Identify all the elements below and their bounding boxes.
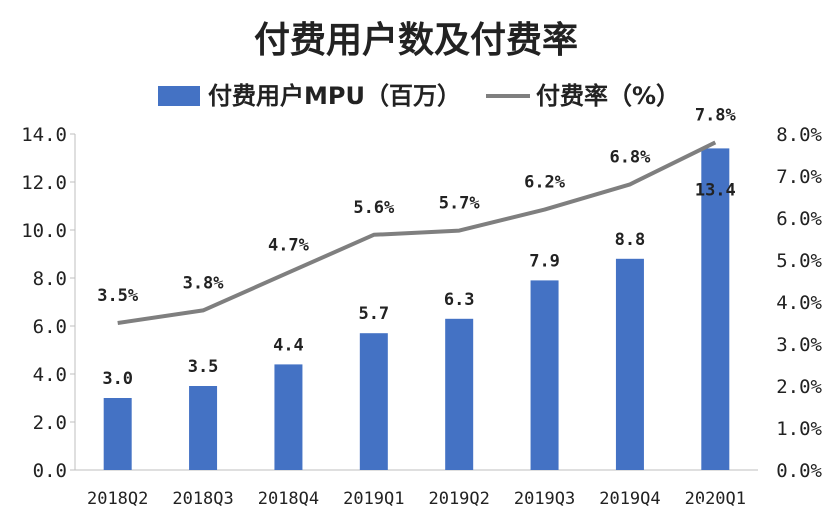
- bar-series: 3.0 3.5 4.4 5.7 6.3 7.9 8.8 13.4: [102, 148, 736, 470]
- line-data-label: 4.7%: [268, 236, 310, 256]
- x-tick-label: 2019Q1: [343, 489, 404, 509]
- watermark-text: 微博上市公司: [708, 505, 816, 526]
- line-data-label: 5.6%: [353, 198, 395, 218]
- left-tick-label: 6.0: [33, 316, 67, 338]
- right-tick-label: 3.0%: [776, 334, 822, 356]
- x-tick-label: 2019Q3: [514, 489, 575, 509]
- x-tick-label: 2020Q1: [685, 489, 746, 509]
- line-data-label: 7.8%: [695, 105, 737, 125]
- line-series: 3.5% 3.8% 4.7% 5.6% 5.7% 6.2% 6.8% 7.8%: [97, 105, 737, 325]
- watermark: 微博上市公司: [680, 501, 816, 526]
- right-tick-label: 8.0%: [776, 124, 822, 146]
- left-tick-label: 12.0: [21, 172, 67, 194]
- line-data-label: 5.7%: [439, 194, 481, 214]
- left-tick-label: 2.0: [33, 412, 67, 434]
- right-tick-label: 1.0%: [776, 418, 822, 440]
- x-tick-label: 2018Q4: [258, 489, 319, 509]
- bar-data-label: 7.9: [529, 251, 560, 271]
- bar-data-label: 6.3: [444, 290, 475, 310]
- chart-title: 付费用户数及付费率: [254, 20, 578, 61]
- left-tick-label: 8.0: [33, 268, 67, 290]
- left-tick-label: 14.0: [21, 124, 67, 146]
- bar-data-label: 4.4: [273, 335, 304, 355]
- legend-label-bar: 付费用户MPU（百万）: [208, 82, 461, 110]
- x-tick-label: 2019Q2: [428, 489, 489, 509]
- right-tick-label: 7.0%: [776, 166, 822, 188]
- x-tick-label: 2019Q4: [599, 489, 660, 509]
- right-tick-label: 0.0%: [776, 460, 822, 482]
- line-data-label: 6.2%: [524, 173, 566, 193]
- bar: [103, 398, 132, 470]
- bar-data-label: 8.8: [615, 230, 646, 250]
- left-tick-label: 0.0: [33, 460, 67, 482]
- line-data-label: 3.5%: [97, 286, 139, 306]
- right-tick-label: 6.0%: [776, 208, 822, 230]
- legend-label-line: 付费率（%）: [536, 82, 680, 110]
- weibo-icon: [680, 501, 707, 523]
- bar: [189, 386, 218, 470]
- left-tick-label: 10.0: [21, 220, 67, 242]
- bar: [701, 148, 730, 470]
- bar: [445, 318, 474, 470]
- x-tick-label: 2018Q3: [172, 489, 233, 509]
- bar: [359, 333, 388, 470]
- bar-data-label: 5.7: [358, 304, 389, 324]
- right-tick-label: 4.0%: [776, 292, 822, 314]
- right-tick-label: 2.0%: [776, 376, 822, 398]
- x-axis-ticks: 2018Q2 2018Q3 2018Q4 2019Q1 2019Q2 2019Q3 2019…: [87, 489, 746, 509]
- legend: 付费用户MPU（百万） 付费率（%）: [158, 82, 680, 110]
- bar: [530, 280, 559, 470]
- bar: [615, 258, 644, 470]
- bar-data-label: 13.4: [695, 180, 736, 200]
- right-tick-label: 5.0%: [776, 250, 822, 272]
- bar-data-label: 3.5: [188, 357, 219, 377]
- line-data-label: 6.8%: [609, 147, 651, 167]
- left-axis-ticks: 0.0 2.0 4.0 6.0 8.0 10.0 12.0 14.0: [21, 124, 75, 482]
- line-path: [117, 140, 717, 325]
- legend-swatch-bar: [158, 86, 200, 106]
- left-tick-label: 4.0: [33, 364, 67, 386]
- line-data-label: 3.8%: [183, 273, 225, 293]
- right-axis-ticks: 0.0% 1.0% 2.0% 3.0% 4.0% 5.0% 6.0% 7.0% 8.0%: [776, 124, 822, 482]
- bar: [274, 364, 303, 470]
- x-tick-label: 2018Q2: [87, 489, 148, 509]
- bar-data-label: 3.0: [102, 369, 133, 389]
